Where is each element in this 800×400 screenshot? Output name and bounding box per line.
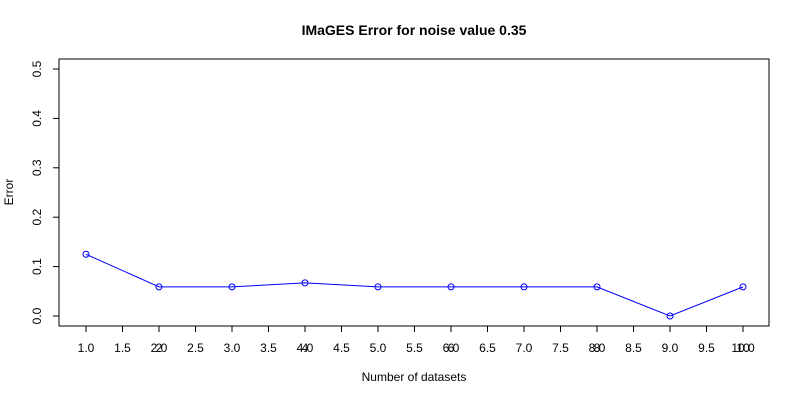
data-point: [447, 283, 455, 291]
x-overlay-tick-label: 2: [156, 341, 163, 355]
y-axis: 0.0 0.1 0.2 0.3 0.4 0.5: [30, 60, 59, 324]
x-tick-label: 2.5: [187, 341, 204, 355]
x-tick-label: 6.5: [479, 341, 496, 355]
data-point: [520, 283, 528, 291]
data-point: [374, 283, 382, 291]
data-point: [301, 279, 309, 287]
x-tick-label: 7.5: [552, 341, 569, 355]
x-tick-label: 10.0: [731, 341, 755, 355]
data-point: [666, 312, 674, 320]
data-point: [82, 250, 90, 258]
data-point: [739, 283, 747, 291]
x-tick-label: 4.5: [333, 341, 350, 355]
x-tick-label: 3.5: [260, 341, 277, 355]
series-line: [85, 253, 744, 317]
x-tick-label: 9.0: [662, 341, 679, 355]
x-tick-label: 9.5: [698, 341, 715, 355]
x-overlay-axis: 2 4 6 8 10: [156, 326, 750, 355]
x-tick-label: 7.0: [516, 341, 533, 355]
series-group: [82, 250, 747, 320]
chart-title: IMaGES Error for noise value 0.35: [302, 22, 527, 38]
x-axis: 1.0 1.5 2.0 2.5 3.0 3.5 4.0 4.5 5.0 5.5 6.0 6.5 7.0 7…: [78, 326, 755, 355]
x-overlay-tick-label: 8: [594, 341, 601, 355]
x-tick-label: 8.0: [589, 341, 606, 355]
x-overlay-tick-label: 4: [302, 341, 309, 355]
x-axis-title: Number of datasets: [362, 370, 467, 384]
x-tick-label: 5.0: [370, 341, 387, 355]
data-point: [228, 283, 236, 291]
data-point: [155, 283, 163, 291]
x-tick-label: 3.0: [224, 341, 241, 355]
y-axis-title: Error: [2, 179, 16, 206]
y-tick-label: 0.0: [30, 307, 44, 324]
x-tick-label: 2.0: [151, 341, 168, 355]
x-tick-label: 1.5: [114, 341, 131, 355]
y-tick-label: 0.2: [30, 209, 44, 226]
x-tick-label: 1.0: [78, 341, 95, 355]
x-tick-label: 6.0: [443, 341, 460, 355]
x-tick-label: 8.5: [625, 341, 642, 355]
plot-area-frame: [58, 58, 770, 327]
x-overlay-tick-label: 10: [736, 341, 750, 355]
data-point: [593, 283, 601, 291]
y-tick-label: 0.3: [30, 159, 44, 176]
y-tick-label: 0.4: [30, 110, 44, 127]
x-tick-label: 5.5: [406, 341, 423, 355]
x-overlay-tick-label: 6: [448, 341, 455, 355]
y-tick-label: 0.5: [30, 60, 44, 77]
x-tick-label: 4.0: [297, 341, 314, 355]
y-tick-label: 0.1: [30, 258, 44, 275]
